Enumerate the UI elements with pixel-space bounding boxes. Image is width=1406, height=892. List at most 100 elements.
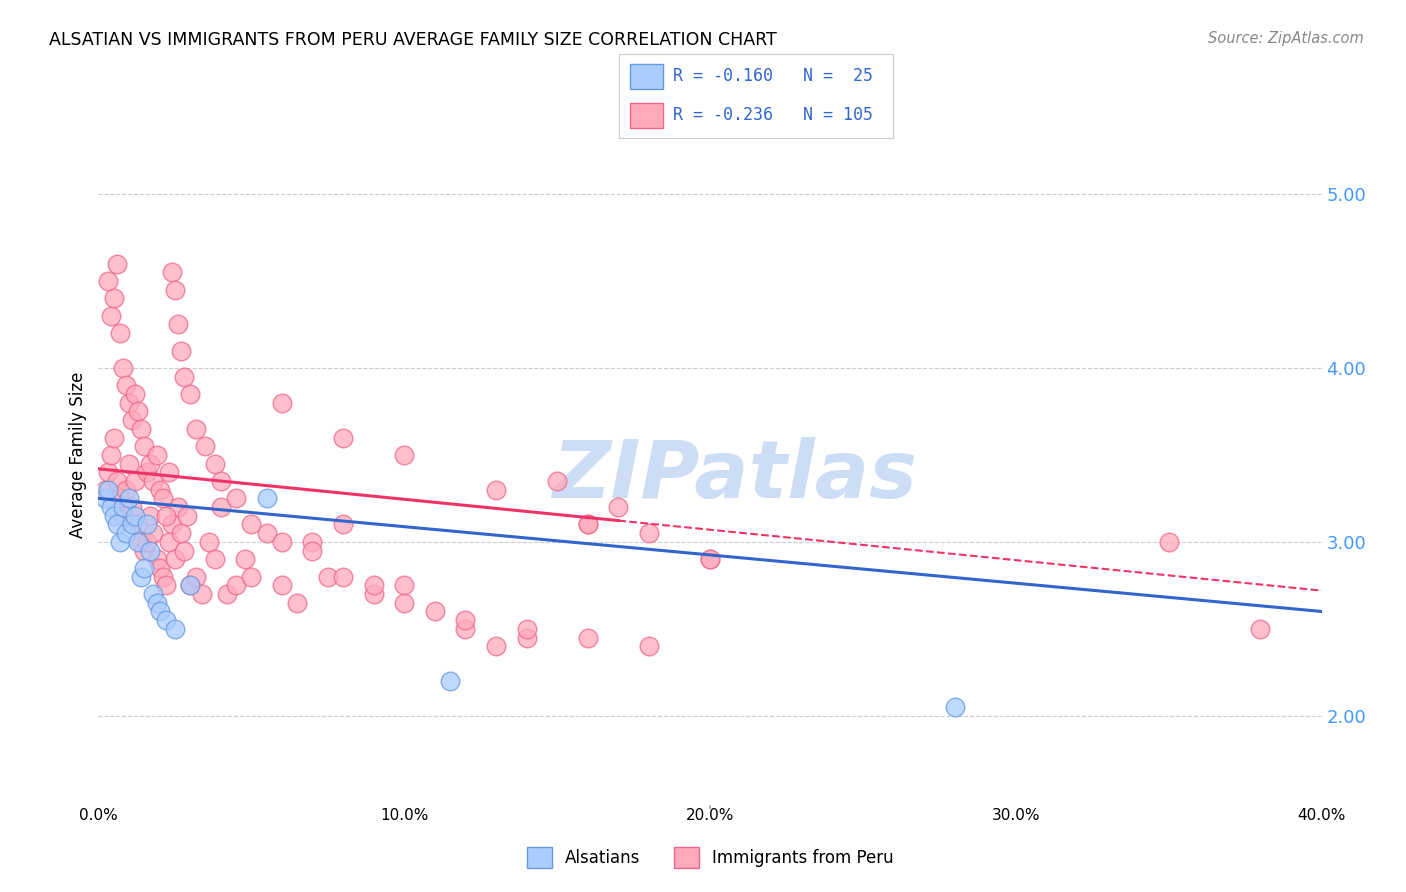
- Point: [363, 587, 385, 601]
- Point: [155, 508, 177, 523]
- Point: [127, 517, 149, 532]
- Point: [225, 578, 247, 592]
- Point: [149, 561, 172, 575]
- Text: ZIPatlas: ZIPatlas: [553, 437, 917, 515]
- Point: [186, 422, 208, 436]
- Point: [136, 466, 159, 480]
- Point: [392, 596, 416, 610]
- Point: [516, 622, 538, 636]
- Point: [215, 587, 238, 601]
- Point: [256, 526, 278, 541]
- Point: [103, 431, 125, 445]
- Point: [176, 508, 198, 523]
- Point: [139, 457, 162, 471]
- Point: [204, 552, 226, 566]
- Point: [209, 500, 232, 514]
- Point: [179, 578, 201, 592]
- Point: [225, 491, 247, 506]
- Point: [145, 552, 167, 566]
- Point: [118, 491, 141, 506]
- Point: [170, 343, 193, 358]
- Point: [197, 535, 219, 549]
- Point: [108, 535, 131, 549]
- Point: [134, 543, 156, 558]
- Point: [454, 622, 477, 636]
- Point: [136, 535, 159, 549]
- Point: [392, 448, 416, 462]
- Point: [155, 613, 177, 627]
- Point: [103, 508, 125, 523]
- Point: [439, 674, 461, 689]
- Point: [121, 517, 143, 532]
- Point: [115, 378, 138, 392]
- Point: [163, 622, 186, 636]
- Point: [105, 257, 128, 271]
- Point: [163, 552, 186, 566]
- Point: [454, 613, 477, 627]
- Point: [152, 570, 174, 584]
- Point: [240, 570, 263, 584]
- Point: [179, 578, 201, 592]
- Point: [270, 578, 292, 592]
- Point: [121, 500, 143, 514]
- Point: [142, 587, 165, 601]
- Point: [1157, 535, 1180, 549]
- Point: [124, 508, 146, 523]
- Point: [129, 570, 152, 584]
- Point: [149, 483, 172, 497]
- Point: [145, 596, 167, 610]
- Point: [142, 474, 165, 488]
- Point: [699, 552, 721, 566]
- Point: [160, 265, 183, 279]
- Point: [155, 578, 177, 592]
- Point: [256, 491, 278, 506]
- Point: [173, 369, 195, 384]
- Point: [1249, 622, 1271, 636]
- Point: [145, 448, 167, 462]
- Point: [134, 561, 156, 575]
- Point: [100, 448, 122, 462]
- Point: [157, 466, 180, 480]
- Point: [209, 474, 232, 488]
- Point: [485, 483, 508, 497]
- Point: [170, 526, 193, 541]
- Point: [108, 491, 131, 506]
- Point: [142, 526, 165, 541]
- Point: [97, 274, 120, 288]
- Point: [111, 500, 134, 514]
- Point: [167, 318, 190, 332]
- Point: [546, 474, 568, 488]
- Point: [637, 639, 661, 653]
- Point: [139, 543, 162, 558]
- Point: [115, 483, 138, 497]
- Text: R = -0.160   N =  25: R = -0.160 N = 25: [673, 68, 873, 86]
- Point: [121, 413, 143, 427]
- Point: [124, 474, 146, 488]
- Point: [179, 387, 201, 401]
- Text: R = -0.236   N = 105: R = -0.236 N = 105: [673, 106, 873, 124]
- Point: [332, 431, 354, 445]
- Point: [93, 491, 115, 506]
- Text: ALSATIAN VS IMMIGRANTS FROM PERU AVERAGE FAMILY SIZE CORRELATION CHART: ALSATIAN VS IMMIGRANTS FROM PERU AVERAGE…: [49, 31, 778, 49]
- Point: [576, 631, 599, 645]
- Point: [118, 396, 141, 410]
- Point: [129, 535, 152, 549]
- Point: [100, 309, 122, 323]
- Point: [186, 570, 208, 584]
- Point: [105, 474, 128, 488]
- Point: [240, 517, 263, 532]
- Point: [392, 578, 416, 592]
- Point: [191, 587, 214, 601]
- Point: [637, 526, 661, 541]
- Point: [516, 631, 538, 645]
- Point: [163, 283, 186, 297]
- Point: [152, 491, 174, 506]
- Point: [363, 578, 385, 592]
- Point: [485, 639, 508, 653]
- Point: [111, 361, 134, 376]
- Point: [301, 535, 323, 549]
- Point: [115, 526, 138, 541]
- Point: [270, 535, 292, 549]
- Bar: [630, 63, 662, 89]
- Point: [111, 508, 134, 523]
